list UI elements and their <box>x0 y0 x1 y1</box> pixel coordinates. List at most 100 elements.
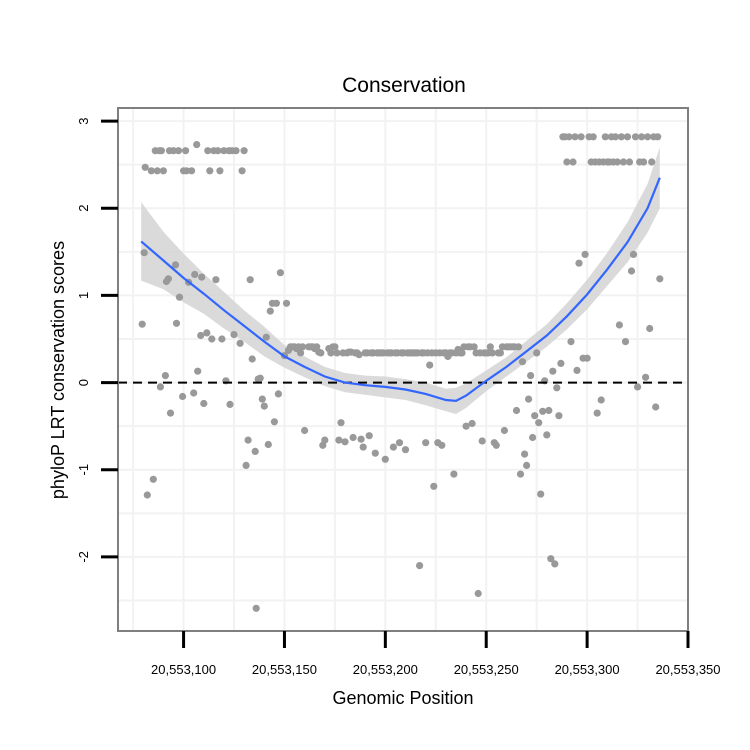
data-point <box>531 412 539 420</box>
data-point <box>197 331 205 340</box>
data-point <box>276 269 284 277</box>
data-point <box>549 367 557 375</box>
data-point <box>514 343 523 351</box>
data-point <box>256 374 264 382</box>
data-point <box>240 147 248 155</box>
data-point <box>359 443 367 451</box>
data-point <box>646 324 654 333</box>
data-point <box>282 299 291 307</box>
data-point <box>188 167 196 175</box>
data-point <box>301 426 309 435</box>
data-point <box>627 267 636 275</box>
data-point <box>625 158 634 166</box>
data-point <box>597 396 605 404</box>
x-tick-label: 20,553,100 <box>151 662 216 677</box>
x-tick-label: 20,553,150 <box>252 662 317 677</box>
x-axis-label: Genomic Position <box>332 688 473 708</box>
data-point <box>204 147 212 155</box>
data-point <box>593 409 601 417</box>
data-point <box>238 167 246 175</box>
data-point <box>583 354 591 362</box>
data-point <box>569 158 577 166</box>
y-tick-label: 2 <box>76 205 91 212</box>
data-point <box>652 403 660 411</box>
data-points <box>138 133 664 612</box>
data-point <box>333 349 341 357</box>
data-point <box>164 275 172 283</box>
data-point <box>567 338 575 346</box>
data-point <box>175 293 184 301</box>
data-point <box>206 167 214 175</box>
data-point <box>251 447 259 455</box>
data-point <box>416 562 424 570</box>
data-point <box>521 450 529 458</box>
data-point <box>527 372 535 380</box>
data-point <box>172 319 181 327</box>
data-point <box>272 299 280 307</box>
data-point <box>218 335 226 343</box>
data-point <box>371 449 379 457</box>
data-point <box>430 482 438 490</box>
x-tick-label: 20,553,250 <box>454 662 519 677</box>
loess-curve <box>140 177 661 403</box>
data-point <box>220 147 228 155</box>
x-tick-label: 20,553,300 <box>555 662 620 677</box>
data-point <box>248 355 256 363</box>
data-point <box>260 402 268 410</box>
data-point <box>458 349 466 357</box>
data-point <box>468 419 476 428</box>
data-point <box>174 147 183 155</box>
data-point <box>577 133 585 141</box>
data-point <box>327 349 335 357</box>
x-tick-label: 20,553,200 <box>353 662 418 677</box>
data-point <box>539 407 547 415</box>
data-point <box>621 338 630 346</box>
data-point <box>648 158 656 166</box>
data-point <box>613 158 622 166</box>
data-point <box>623 133 632 141</box>
data-point <box>629 250 638 258</box>
data-point <box>547 555 555 563</box>
data-point <box>422 439 430 447</box>
data-point <box>171 261 180 269</box>
data-point <box>297 349 305 357</box>
data-point <box>553 384 561 392</box>
data-point <box>216 167 224 175</box>
data-point <box>474 589 482 598</box>
data-point <box>246 276 254 284</box>
data-point <box>365 432 373 440</box>
data-point <box>573 366 581 374</box>
data-point <box>611 133 620 141</box>
data-point <box>232 147 240 155</box>
data-point <box>335 436 343 444</box>
data-point <box>615 321 624 329</box>
data-point <box>551 560 559 568</box>
data-point <box>438 441 446 449</box>
data-point <box>462 422 470 430</box>
data-point <box>149 475 157 483</box>
data-point <box>159 167 167 175</box>
y-tick-label: 0 <box>76 379 91 386</box>
data-point <box>470 343 478 351</box>
data-point <box>270 418 278 426</box>
data-point <box>395 439 404 447</box>
data-point <box>317 349 325 357</box>
y-axis-ticks: -2 -1 0 1 2 3 <box>76 117 118 563</box>
data-point <box>244 436 252 444</box>
data-point <box>191 270 199 279</box>
data-point <box>555 412 563 420</box>
smooth-line <box>140 177 661 403</box>
data-point <box>190 389 198 397</box>
grid <box>118 108 688 631</box>
data-point <box>212 276 220 284</box>
data-point <box>543 431 551 439</box>
data-point <box>141 163 149 171</box>
data-point <box>634 383 642 391</box>
data-point <box>518 358 527 366</box>
data-point <box>565 133 573 141</box>
data-point <box>357 435 365 443</box>
data-point <box>153 167 161 175</box>
data-point <box>341 438 349 446</box>
data-point <box>478 437 486 445</box>
data-point <box>545 406 553 415</box>
